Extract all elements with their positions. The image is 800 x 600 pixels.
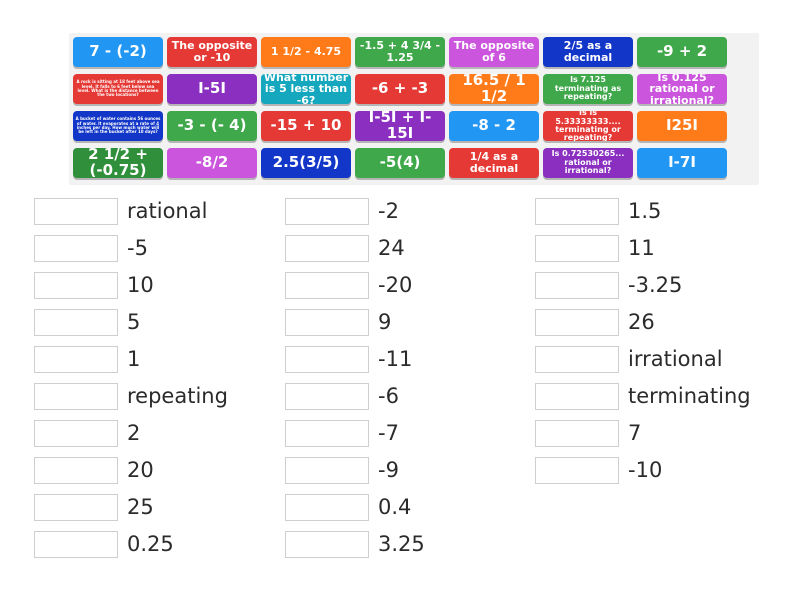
drop-slot[interactable] [34,235,118,262]
drop-slot[interactable] [535,198,619,225]
drop-slot[interactable] [535,457,619,484]
drop-slot[interactable] [34,272,118,299]
draggable-tile[interactable]: -9 + 2 [637,37,727,67]
answer-label: -7 [378,421,399,445]
answer-label: 24 [378,236,405,260]
answer-label: -11 [378,347,413,371]
drop-slot[interactable] [285,309,369,336]
drop-slot[interactable] [285,531,369,558]
answer-label: rational [127,199,208,223]
answer-label: 25 [127,495,154,519]
answer-label: 1.5 [628,199,662,223]
drop-slot[interactable] [34,420,118,447]
answer-label: -9 [378,458,399,482]
draggable-tile[interactable]: 1 1/2 - 4.75 [261,37,351,67]
drop-slot[interactable] [285,457,369,484]
drop-slot[interactable] [34,383,118,410]
answer-label: 1 [127,347,141,371]
draggable-tile[interactable]: -8 - 2 [449,111,539,141]
drop-slot[interactable] [285,494,369,521]
draggable-tile[interactable]: I-5I [167,74,257,104]
answer-label: 7 [628,421,642,445]
draggable-tile[interactable]: 2/5 as a decimal [543,37,633,67]
draggable-tile[interactable]: The opposite or -10 [167,37,257,67]
draggable-tile[interactable]: The opposite of 6 [449,37,539,67]
draggable-tile[interactable]: -5(4) [355,148,445,178]
draggable-tile[interactable]: Is 7.125 terminating as repeating? [543,74,633,104]
drop-slot[interactable] [285,272,369,299]
drop-slot[interactable] [535,235,619,262]
draggable-tile[interactable]: I-7I [637,148,727,178]
drop-slot[interactable] [285,420,369,447]
drop-slot[interactable] [34,457,118,484]
answer-label: -20 [378,273,413,297]
draggable-tile[interactable]: What number is 5 less than -6? [261,74,351,104]
draggable-tile[interactable]: -8/2 [167,148,257,178]
answer-label: -2 [378,199,399,223]
drop-slot[interactable] [34,309,118,336]
draggable-tile[interactable]: 7 - (-2) [73,37,163,67]
draggable-tile[interactable]: 1/4 as a decimal [449,148,539,178]
drop-slot[interactable] [535,309,619,336]
draggable-tile[interactable]: -1.5 + 4 3/4 - 1.25 [355,37,445,67]
answer-label: 10 [127,273,154,297]
answer-label: 9 [378,310,392,334]
draggable-tile[interactable]: Is is 5.33333333.... terminating or repe… [543,111,633,141]
drop-slot[interactable] [535,420,619,447]
drop-slot[interactable] [285,235,369,262]
answer-label: 2 [127,421,141,445]
tile-board: 7 - (-2) The opposite or -10 1 1/2 - 4.75-… [69,33,759,185]
answer-label: 0.4 [378,495,412,519]
answer-label: 11 [628,236,655,260]
drop-slot[interactable] [535,272,619,299]
answer-label: -3.25 [628,273,683,297]
answer-label: -5 [127,236,148,260]
draggable-tile[interactable]: A bucket of water contains 56 ounces of … [73,111,163,141]
drop-slot[interactable] [285,346,369,373]
answer-label: 5 [127,310,141,334]
draggable-tile[interactable]: 16.5 / 1 1/2 [449,74,539,104]
draggable-tile[interactable]: -15 + 10 [261,111,351,141]
draggable-tile[interactable]: Is 0.72530265... rational or irrational? [543,148,633,178]
drop-slot[interactable] [34,198,118,225]
draggable-tile[interactable]: 2.5(3/5) [261,148,351,178]
draggable-tile[interactable]: 2 1/2 + (-0.75) [73,148,163,178]
drop-slot[interactable] [535,346,619,373]
draggable-tile[interactable]: I-5I + I-15I [355,111,445,141]
draggable-tile[interactable]: Is 0.125 rational or irrational? [637,74,727,104]
answer-label: -6 [378,384,399,408]
answer-label: 3.25 [378,532,425,556]
drop-slot[interactable] [285,198,369,225]
drop-slot[interactable] [34,346,118,373]
answer-label: irrational [628,347,723,371]
answer-label: 0.25 [127,532,174,556]
drop-slot[interactable] [535,383,619,410]
answer-label: -10 [628,458,663,482]
draggable-tile[interactable]: -6 + -3 [355,74,445,104]
draggable-tile[interactable]: I25I [637,111,727,141]
drop-slot[interactable] [285,383,369,410]
answer-label: terminating [628,384,751,408]
answer-label: repeating [127,384,228,408]
draggable-tile[interactable]: -3 - (- 4) [167,111,257,141]
draggable-tile[interactable]: A rock is sitting at 18 feet above sea l… [73,74,163,104]
drop-slot[interactable] [34,531,118,558]
answer-label: 20 [127,458,154,482]
answer-label: 26 [628,310,655,334]
drop-slot[interactable] [34,494,118,521]
